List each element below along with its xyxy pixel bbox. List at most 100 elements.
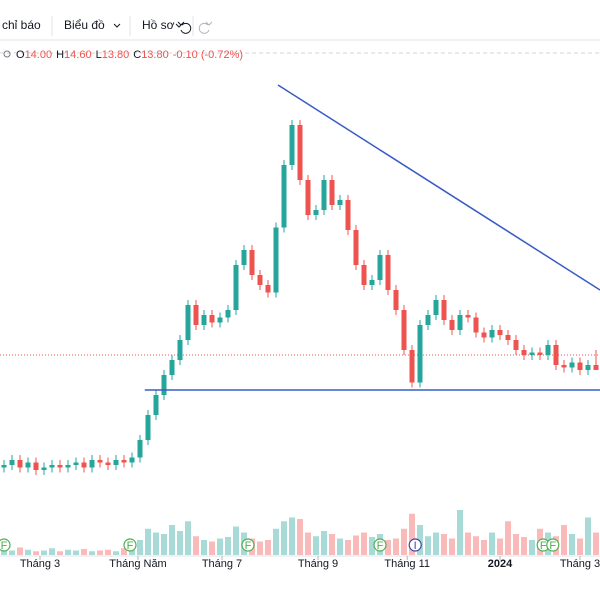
caret [113, 23, 121, 28]
volume-bar [409, 513, 415, 555]
candle-body [81, 462, 87, 468]
candle-body [585, 365, 591, 370]
candle-body [433, 300, 439, 315]
event-label: I [414, 540, 417, 552]
volume-bar [521, 537, 527, 555]
volume-bar [9, 550, 15, 555]
candle-body [377, 255, 383, 280]
volume-bar [137, 540, 143, 555]
event-marker [241, 538, 255, 552]
volume-bar [321, 531, 327, 555]
indicators-button[interactable]: chỉ báo [2, 18, 41, 32]
volume-bar [233, 526, 239, 555]
legend-icon [3, 50, 11, 58]
volume-bar [81, 549, 87, 555]
volume-bar [561, 525, 567, 555]
candle-body [89, 460, 95, 468]
redo-button[interactable] [198, 21, 213, 34]
profile-button[interactable]: Hồ sơ [142, 18, 175, 32]
candle-body [137, 440, 143, 458]
volume-bar [281, 521, 287, 555]
toolbar [0, 0, 600, 40]
legend-value: 13.80 [141, 49, 169, 61]
legend-value: 14.60 [64, 49, 92, 61]
candle-body [121, 460, 127, 463]
volume-bar [329, 534, 335, 555]
candle-body [385, 255, 391, 290]
event-marker [0, 538, 11, 552]
candle-body [505, 335, 511, 340]
candle-body [313, 210, 319, 215]
candle-body [145, 415, 151, 440]
candle-body [257, 275, 263, 285]
volume-bar [113, 551, 119, 555]
candle-body [337, 200, 343, 205]
event-marker [123, 538, 137, 552]
candle-body [73, 462, 79, 465]
candle-body [209, 315, 215, 323]
candle-body [369, 280, 375, 285]
candle-body [473, 317, 479, 333]
candle-body [305, 180, 311, 215]
volume-bar [145, 528, 151, 555]
candle-body [273, 227, 279, 293]
chart-button[interactable]: Biểu đồ [64, 18, 105, 32]
volume-bar [209, 541, 215, 555]
candle-body [41, 467, 47, 470]
candle-body [169, 360, 175, 375]
legend-key: L [96, 49, 102, 61]
volume-bar [385, 540, 391, 555]
candle-body [497, 330, 503, 335]
candle-body [25, 462, 31, 468]
candle-body [265, 285, 271, 293]
candle-body [97, 460, 103, 463]
candle-body [425, 315, 431, 325]
candle-body [561, 365, 567, 368]
volume-bar [577, 538, 583, 555]
volume-bar [153, 532, 159, 555]
event-marker [373, 538, 387, 552]
legend-key: C [133, 49, 141, 61]
candle-body [545, 345, 551, 355]
legend: O 14.00 H 14.60 L 13.80 C 13.80 -0.10 (-0.72%) [16, 49, 243, 61]
volume-bar [369, 537, 375, 555]
candle-body [577, 362, 583, 370]
candle-body [225, 310, 231, 318]
volume-bar [569, 534, 575, 555]
volume-bar [473, 536, 479, 555]
legend-value: 14.00 [25, 49, 53, 61]
volume-bar [297, 519, 303, 555]
candle-body [193, 305, 199, 325]
x-tick-label: Tháng Năm [109, 558, 166, 570]
candle-body [161, 375, 167, 395]
volume-bar [441, 534, 447, 555]
event-marker [546, 538, 560, 552]
volume-bar [417, 525, 423, 555]
x-tick-label: Tháng 11 [384, 558, 430, 570]
volume-bar [201, 540, 207, 555]
volume-bar [217, 538, 223, 555]
candle-body [233, 265, 239, 310]
x-tick-label: Tháng 3 [20, 558, 60, 570]
volume-bar [1, 549, 7, 555]
candle-body [449, 320, 455, 330]
candle-body [593, 365, 599, 370]
candle-body [321, 180, 327, 210]
candle-body [249, 250, 255, 275]
volume-bar [313, 536, 319, 555]
volume-bar [489, 532, 495, 555]
candle-body [57, 465, 63, 468]
undo-button[interactable] [177, 21, 192, 34]
volume-bar [393, 538, 399, 555]
event-marker [408, 538, 422, 552]
x-tick-label: Tháng 3 [560, 558, 600, 570]
volume-bar [25, 549, 31, 555]
volume-bar [305, 532, 311, 555]
candle-body [65, 465, 71, 468]
candle-body [281, 165, 287, 228]
candle-body [201, 315, 207, 325]
candle-body [153, 395, 159, 415]
candle-body [33, 462, 39, 470]
event-label: F [549, 540, 556, 552]
